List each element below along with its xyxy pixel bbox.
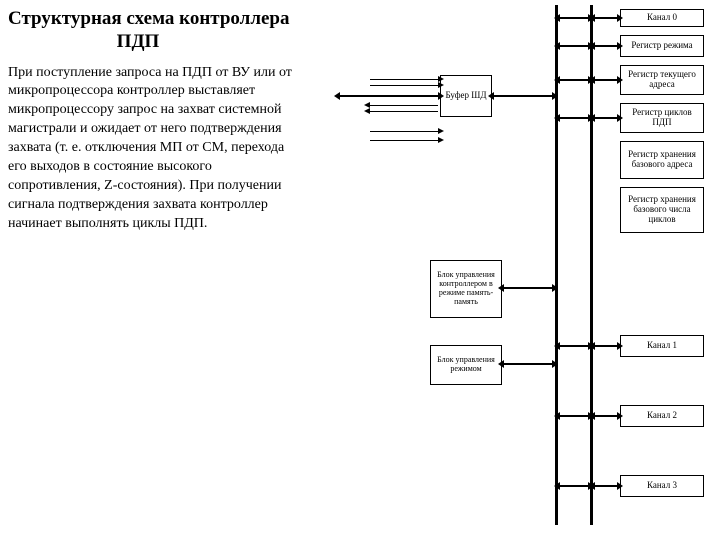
arrow-right <box>370 79 438 80</box>
block-ch0: Канал 0 <box>620 9 704 27</box>
double-arrow <box>504 363 552 365</box>
double-arrow <box>494 95 552 97</box>
page-title: Структурная схема контроллера ПДП <box>8 8 308 54</box>
arrow-left <box>370 105 438 106</box>
double-arrow <box>595 485 617 487</box>
block-reg_cyc: Регистр циклов ПДП <box>620 103 704 133</box>
double-arrow <box>560 45 588 47</box>
double-arrow <box>560 79 588 81</box>
double-arrow <box>504 287 552 289</box>
description-paragraph: При поступление запроса на ПДП от ВУ или… <box>8 64 303 234</box>
double-arrow <box>560 415 588 417</box>
block-reg_mode: Регистр режима <box>620 35 704 57</box>
double-arrow <box>560 17 588 19</box>
double-arrow <box>560 485 588 487</box>
block-buffer: Буфер ШД <box>440 75 492 117</box>
double-arrow <box>560 117 588 119</box>
double-arrow <box>595 415 617 417</box>
block-diagram: Буфер ШД Блок управления контроллером в р… <box>310 5 710 525</box>
block-ctl_mode: Блок управления режимом <box>430 345 502 385</box>
block-ch2: Канал 2 <box>620 405 704 427</box>
arrow-left <box>370 111 438 112</box>
block-reg_cnt: Регистр хранения базового числа циклов <box>620 187 704 233</box>
block-reg_base: Регистр хранения базового адреса <box>620 141 704 179</box>
arrow-right <box>370 131 438 132</box>
title-line-1: Структурная схема контроллера <box>8 8 308 31</box>
double-arrow <box>595 117 617 119</box>
double-arrow <box>560 345 588 347</box>
block-reg_cur: Регистр текущего адреса <box>620 65 704 95</box>
arrow-right <box>370 140 438 141</box>
double-arrow <box>595 17 617 19</box>
double-arrow <box>340 95 438 97</box>
block-ch1: Канал 1 <box>620 335 704 357</box>
block-ctl_mem: Блок управления контроллером в режиме па… <box>430 260 502 318</box>
double-arrow <box>595 345 617 347</box>
double-arrow <box>595 79 617 81</box>
double-arrow <box>595 45 617 47</box>
block-ch3: Канал 3 <box>620 475 704 497</box>
title-line-2: ПДП <box>8 31 268 54</box>
arrow-right <box>370 85 438 86</box>
